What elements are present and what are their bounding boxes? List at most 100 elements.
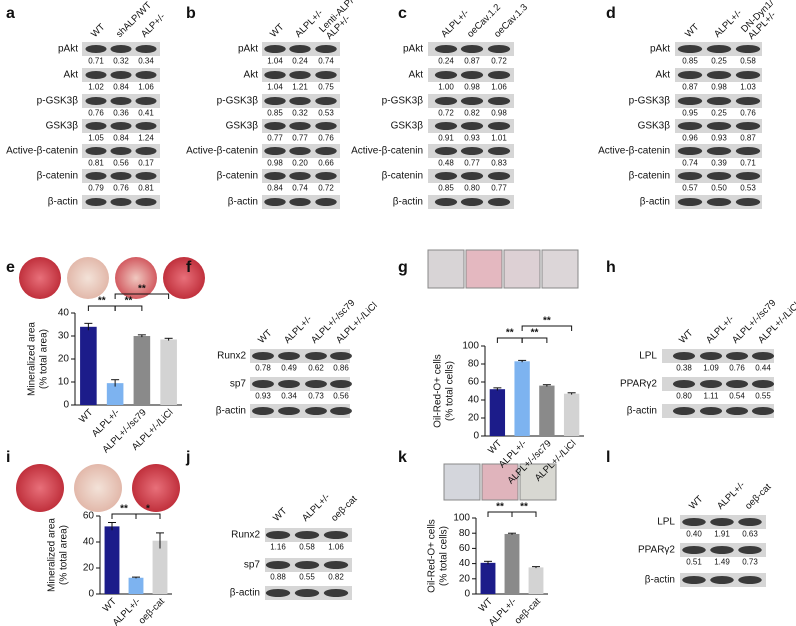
quantification: 0.20 <box>292 159 308 168</box>
row-label: β-actin <box>216 406 246 417</box>
band <box>264 71 286 79</box>
quantification: 1.16 <box>270 543 286 552</box>
quantification: 0.98 <box>464 83 480 92</box>
significance-label: * <box>146 504 150 515</box>
quantification: 0.87 <box>682 83 698 92</box>
bar <box>133 336 151 405</box>
quantification: 0.63 <box>742 530 758 539</box>
significance-label: ** <box>125 296 133 307</box>
panel-letter: a <box>6 5 15 22</box>
dish <box>163 257 205 299</box>
band <box>699 380 723 388</box>
micrographs <box>427 249 579 289</box>
quantification: 0.24 <box>438 57 454 66</box>
band <box>264 45 286 53</box>
bar <box>539 385 555 436</box>
band <box>289 198 311 206</box>
quantification: 0.76 <box>740 109 756 118</box>
quantification: 0.87 <box>464 57 480 66</box>
quantification: 0.93 <box>464 134 480 143</box>
quantification: 0.76 <box>88 109 104 118</box>
band <box>265 561 291 569</box>
band <box>677 172 703 180</box>
row-label: GSK3β <box>391 121 424 132</box>
bar <box>128 577 144 594</box>
quantification: 0.76 <box>729 364 745 373</box>
band <box>434 122 458 130</box>
x-tick-label: WT <box>101 596 119 614</box>
quantification: 0.25 <box>711 109 727 118</box>
quantification: 0.58 <box>740 57 756 66</box>
band <box>487 198 511 206</box>
band <box>278 407 300 415</box>
bar <box>152 540 168 594</box>
band <box>264 198 286 206</box>
band <box>315 97 337 105</box>
quantification: 0.86 <box>333 364 349 373</box>
quantification: 1.49 <box>714 558 730 567</box>
band <box>110 97 132 105</box>
bar <box>104 526 120 594</box>
row-label: Akt <box>244 70 259 81</box>
significance-bracket <box>114 293 170 299</box>
band <box>460 147 484 155</box>
micrograph <box>465 249 503 289</box>
quantification: 0.84 <box>113 83 129 92</box>
band <box>278 380 300 388</box>
quantification: 0.85 <box>682 57 698 66</box>
band <box>460 45 484 53</box>
row-label: pAkt <box>58 44 78 55</box>
band <box>315 122 337 130</box>
band <box>710 546 734 554</box>
panel-letter: e <box>6 259 15 276</box>
significance-bracket <box>521 325 573 331</box>
band <box>294 531 320 539</box>
row-label: β-catenin <box>217 171 258 182</box>
quantification: 0.79 <box>88 184 104 193</box>
band <box>672 352 696 360</box>
quantification: 0.55 <box>299 573 315 582</box>
y-tick-label: 20 <box>459 573 471 584</box>
band <box>264 97 286 105</box>
band <box>699 352 723 360</box>
quantification: 1.01 <box>491 134 507 143</box>
row-label: Akt <box>64 70 79 81</box>
band <box>85 122 107 130</box>
quantification: 0.80 <box>464 184 480 193</box>
significance-bracket <box>487 511 513 517</box>
micrograph <box>503 249 541 289</box>
blot-panel: fWT ALPL+/-ALPL+/-/sc79ALPL+/-/LiClRunx20… <box>186 259 380 418</box>
quantification: 0.36 <box>113 109 129 118</box>
quantification: 0.53 <box>740 184 756 193</box>
quantification: 0.84 <box>267 184 283 193</box>
band <box>110 198 132 206</box>
panel-letter: j <box>185 449 190 466</box>
band <box>735 45 761 53</box>
quantification: 0.76 <box>113 184 129 193</box>
quantification: 0.91 <box>438 134 454 143</box>
quantification: 0.93 <box>255 392 271 401</box>
y-tick-label: 20 <box>468 413 480 424</box>
quantification: 1.91 <box>714 530 730 539</box>
y-tick-label: 20 <box>58 354 70 365</box>
quantification: 0.75 <box>318 83 334 92</box>
lane-label: WT <box>683 22 701 40</box>
quantification: 0.77 <box>292 134 308 143</box>
band <box>487 97 511 105</box>
band <box>265 589 291 597</box>
quantification: 0.72 <box>491 57 507 66</box>
band <box>323 531 349 539</box>
band <box>735 122 761 130</box>
quantification: 0.74 <box>318 57 334 66</box>
band <box>738 576 762 584</box>
quantification: 1.02 <box>88 83 104 92</box>
band <box>735 198 761 206</box>
row-label: GSK3β <box>46 121 79 132</box>
panel-letter: d <box>606 5 616 22</box>
band <box>135 147 157 155</box>
lane-label: WT <box>89 22 107 40</box>
band <box>487 122 511 130</box>
lane-label: WT <box>268 22 286 40</box>
panel-letter: i <box>6 449 10 466</box>
